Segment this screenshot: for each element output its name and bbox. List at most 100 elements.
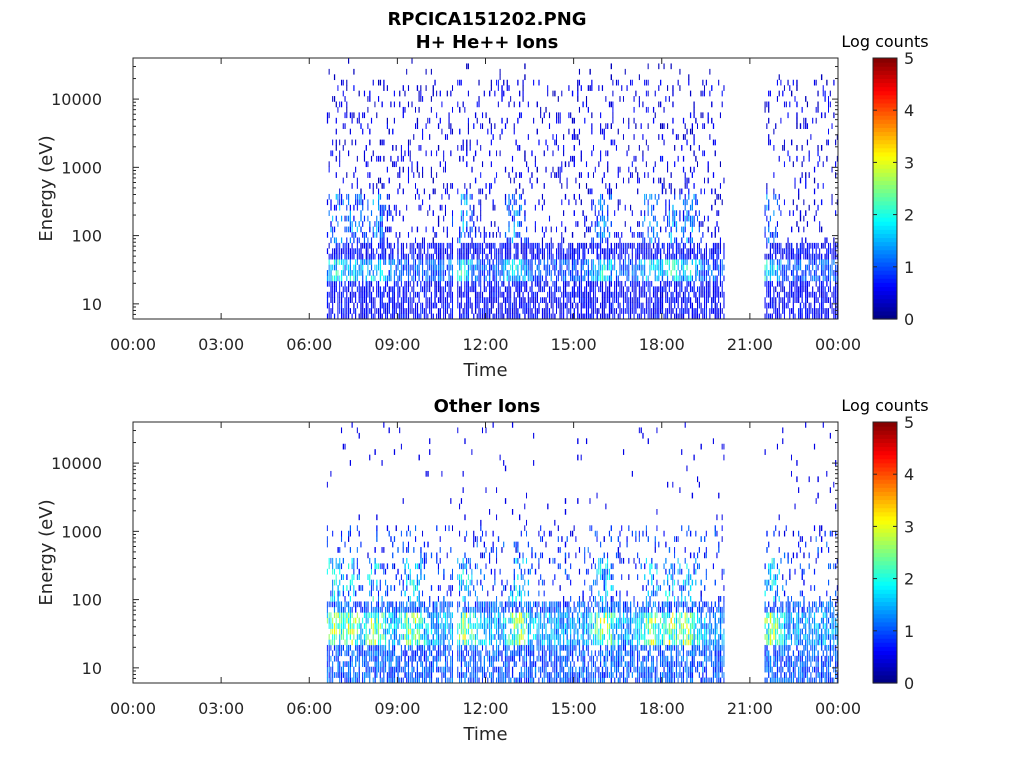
colorbar-segment [873,495,897,501]
colorbar-label: Log counts [841,32,928,51]
colorbar-segment [873,86,897,92]
x-tick-label: 15:00 [551,699,597,718]
colorbar-segment [873,475,897,480]
colorbar-segment [873,422,897,427]
colorbar-segment [873,192,897,198]
colorbar-segment [873,196,897,202]
colorbar-segment [873,229,897,234]
x-tick-label: 06:00 [286,335,332,354]
x-tick-label: 21:00 [727,335,773,354]
colorbar-tick-label: 1 [904,622,914,641]
colorbar-segment [873,208,897,214]
colorbar-tick-label: 5 [904,49,914,68]
x-tick-label: 12:00 [462,699,508,718]
colorbar-segment [873,135,897,141]
colorbar-segment [873,131,897,137]
y-tick-label: 10000 [51,454,102,473]
colorbar-segment [873,454,897,460]
colorbar-segment [873,593,897,598]
colorbar-tick-label: 3 [904,517,914,536]
x-tick-label: 00:00 [815,335,861,354]
colorbar-segment [873,257,897,263]
colorbar-segment [873,302,897,308]
colorbar-segment [873,458,897,464]
x-tick-label: 12:00 [462,335,508,354]
colorbar-segment [873,200,897,206]
colorbar-segment [873,678,897,684]
x-tick-label: 06:00 [286,699,332,718]
colorbar-segment [873,237,897,243]
colorbar-segment [873,609,897,615]
colorbar-segment [873,654,897,660]
colorbar-segment [873,629,897,635]
colorbar-frame [872,421,898,684]
colorbar-segment [873,58,897,63]
colorbar-segment [873,270,897,275]
panel-h-he-ions: H+ He++ Ions 00:00 03:00 06:00 09:00 12:00 15:… [36,32,929,381]
colorbar-segment [873,556,897,562]
colorbar-segment [873,446,897,452]
colorbar-segment [873,662,897,668]
colorbar-segment [873,286,897,292]
x-axis-label: Time [462,724,507,745]
colorbar-segment [873,98,897,104]
colorbar-segment [873,265,897,271]
colorbar-segment [873,442,897,448]
x-tick-label: 09:00 [374,335,420,354]
colorbar-segment [873,253,897,259]
x-tick-label: 09:00 [374,699,420,718]
colorbar-segment [873,646,897,651]
colorbar-segment [873,568,897,574]
colorbar-segment [873,78,897,84]
colorbar-segment [873,613,897,619]
x-tick-label: 15:00 [551,335,597,354]
x-axis-label: Time [462,360,507,381]
colorbar-segment [873,540,897,545]
colorbar-segment [873,515,897,521]
panel-title: H+ He++ Ions [416,32,559,53]
colorbar-tick-label: 2 [904,570,914,589]
colorbar-segment [873,601,897,607]
figure-title: RPCICA151202.PNG [387,9,586,30]
colorbar-segment [873,466,897,472]
colorbar-segment [873,523,897,529]
colorbar-segment [873,147,897,153]
colorbar-segment [873,585,897,590]
colorbar-segment [873,212,897,218]
colorbar-segment [873,298,897,304]
y-axis-label: Energy (eV) [36,135,57,241]
y-tick-label: 10 [82,659,102,678]
colorbar-segment [873,278,897,283]
colorbar-segment [873,282,897,287]
colorbar-segment [873,74,897,79]
x-tick-label: 00:00 [110,699,156,718]
colorbar-segment [873,507,897,513]
colorbar-segment [873,519,897,525]
x-tick-label: 00:00 [815,699,861,718]
colorbar-segment [873,249,897,255]
y-tick-label: 10 [82,295,102,314]
colorbar-segment [873,233,897,239]
x-tick-label: 18:00 [639,335,685,354]
colorbar-segment [873,605,897,611]
colorbar-segment [873,462,897,468]
colorbar-segment [873,90,897,96]
spectrogram-data [326,58,838,319]
y-tick-label: 100 [71,227,102,246]
colorbar-segment [873,306,897,312]
colorbar-tick-label: 4 [904,101,914,120]
colorbar-segment [873,159,897,165]
colorbar-segment [873,536,897,541]
colorbar-segment [873,62,897,67]
colorbar-segment [873,634,897,639]
colorbar-segment [873,294,897,300]
colorbar-segment [873,155,897,161]
colorbar-segment [873,168,897,173]
colorbar-segment [873,261,897,267]
colorbar-segment [873,217,897,222]
colorbar-segment [873,151,897,157]
colorbar-segment [873,102,897,108]
